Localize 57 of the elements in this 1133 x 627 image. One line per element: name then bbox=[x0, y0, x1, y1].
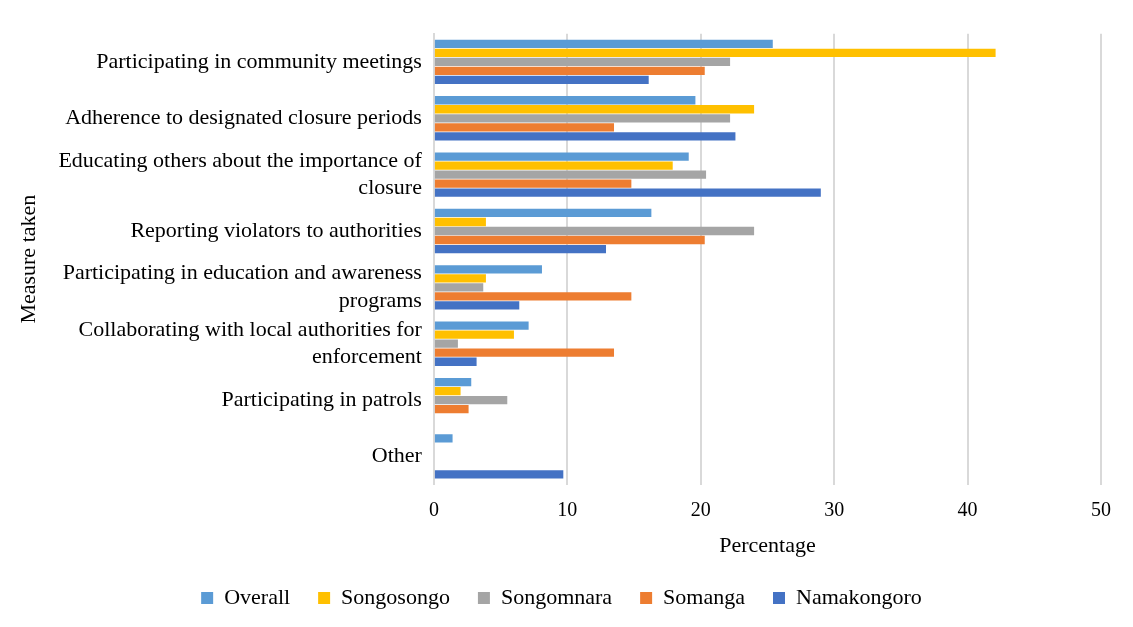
bar bbox=[434, 152, 689, 161]
legend-label: Overall bbox=[224, 583, 291, 609]
bar bbox=[434, 348, 615, 357]
bar bbox=[434, 274, 486, 283]
bar bbox=[434, 208, 652, 218]
y-tick-label: Participating in patrols bbox=[221, 385, 422, 411]
x-axis-title: Percentage bbox=[719, 531, 816, 557]
bar bbox=[434, 357, 477, 366]
bar bbox=[434, 404, 469, 414]
bar bbox=[434, 301, 520, 310]
bar bbox=[434, 386, 461, 396]
x-tick-label: 20 bbox=[690, 497, 711, 520]
x-tick-label: 0 bbox=[428, 497, 439, 520]
y-tick-label: Reporting violators to authorities bbox=[130, 216, 422, 242]
bar bbox=[434, 123, 615, 132]
bar bbox=[434, 96, 696, 105]
bar bbox=[434, 395, 508, 405]
bar bbox=[434, 179, 632, 188]
legend-label: Songosongo bbox=[341, 583, 450, 609]
bar bbox=[434, 321, 529, 330]
bar bbox=[434, 161, 673, 170]
x-tick-label: 40 bbox=[957, 497, 978, 520]
bar bbox=[434, 48, 996, 58]
y-axis-title: Measure taken bbox=[14, 194, 40, 324]
bar bbox=[434, 57, 731, 67]
bar bbox=[434, 470, 564, 479]
bar bbox=[434, 244, 607, 254]
y-tick-label: Adherence to designated closure periods bbox=[65, 104, 422, 130]
bar bbox=[434, 217, 486, 227]
y-tick-label: Participating in education and awareness programs bbox=[62, 259, 422, 312]
legend-label: Namakongoro bbox=[795, 583, 922, 609]
bar bbox=[434, 377, 472, 387]
bar bbox=[434, 75, 649, 85]
bar bbox=[434, 132, 736, 141]
bar bbox=[434, 170, 707, 179]
x-tick-label: 30 bbox=[824, 497, 845, 520]
y-tick-label: Other bbox=[371, 442, 423, 468]
bar bbox=[434, 330, 514, 339]
bar bbox=[434, 434, 453, 443]
bar bbox=[434, 114, 731, 123]
legend-label: Songomnara bbox=[500, 583, 613, 609]
bar bbox=[434, 188, 821, 197]
y-tick-label: Educating others about the importance of closure bbox=[58, 146, 423, 200]
x-tick-label: 10 bbox=[557, 497, 578, 520]
legend-label: Somanga bbox=[663, 583, 746, 609]
bar bbox=[434, 66, 705, 76]
bar bbox=[434, 265, 542, 274]
y-tick-label: Participating in community meetings bbox=[96, 47, 422, 73]
x-tick-label: 50 bbox=[1091, 497, 1111, 520]
bar bbox=[434, 235, 705, 245]
bar bbox=[434, 39, 773, 49]
bar bbox=[434, 283, 484, 292]
bar bbox=[434, 339, 458, 348]
bar bbox=[434, 105, 755, 114]
bar bbox=[434, 226, 755, 236]
bar bbox=[434, 292, 632, 301]
y-tick-label: Collaborating with local authorities for enforcement bbox=[78, 315, 423, 369]
